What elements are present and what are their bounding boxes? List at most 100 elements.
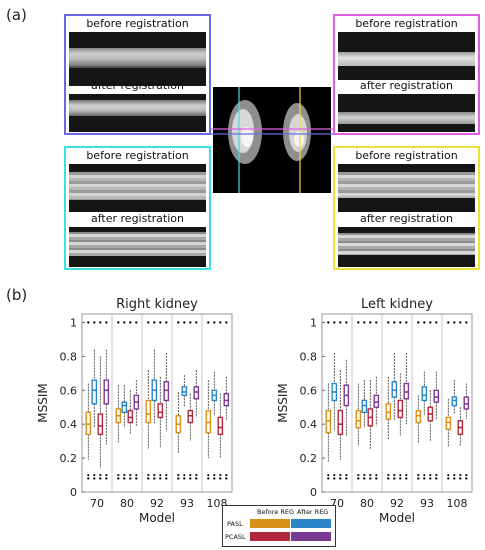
outlier-point [345, 321, 348, 324]
x-tick-label: 80 [360, 497, 374, 510]
after-registration-image [69, 94, 206, 132]
outlier-point [87, 473, 90, 477]
outlier-point [105, 477, 108, 480]
outlier-point [405, 473, 408, 477]
y-tick-label: 1 [310, 316, 317, 329]
outlier-point [219, 477, 222, 480]
outlier-point [435, 473, 438, 477]
box [193, 386, 200, 400]
outlier-point [345, 477, 348, 480]
outlier-point [129, 473, 132, 477]
before-registration-image [69, 32, 206, 86]
outlier-point [99, 477, 102, 480]
legend-col-before: Before REG [257, 508, 294, 516]
y-tick-label: 0.4 [300, 418, 318, 431]
outlier-point [207, 477, 210, 480]
after-registration-image [338, 94, 475, 132]
outlier-point [429, 473, 432, 477]
box [421, 386, 428, 402]
outlier-point [369, 473, 372, 477]
box [325, 409, 332, 434]
legend-swatch-pasl-after [291, 519, 331, 528]
outlier-point [135, 477, 138, 480]
outlier-point [435, 321, 438, 324]
x-tick-label: 70 [90, 497, 104, 510]
outlier-point [183, 477, 186, 480]
outlier-point [453, 477, 456, 480]
outlier-point [195, 477, 198, 480]
outlier-point [453, 321, 456, 324]
outlier-point [333, 321, 336, 324]
outlier-point [183, 321, 186, 324]
outlier-point [189, 473, 192, 477]
y-axis-label: MSSIM [36, 383, 50, 422]
outlier-point [165, 477, 168, 480]
legend-row-pasl: PASL [227, 520, 243, 528]
outlier-point [417, 473, 420, 477]
x-axis-label: Model [139, 511, 175, 522]
box [181, 386, 188, 397]
box [217, 416, 224, 436]
outlier-point [423, 477, 426, 480]
after-registration-image [69, 227, 206, 267]
outlier-point [147, 321, 150, 324]
chart-title: Left kidney [361, 297, 433, 312]
box [451, 396, 458, 407]
chart-title: Right kidney [116, 297, 198, 312]
outlier-point [135, 473, 138, 477]
outlier-point [177, 473, 180, 477]
outlier-point [459, 321, 462, 324]
outlier-point [213, 477, 216, 480]
outlier-point [339, 477, 342, 480]
outlier-point [99, 473, 102, 477]
box [187, 409, 194, 424]
outlier-point [165, 473, 168, 477]
outlier-point [189, 321, 192, 324]
outlier-point [87, 477, 90, 480]
outlier-point [405, 321, 408, 324]
legend-swatch-pcasl-before [250, 532, 290, 541]
before-registration-image [338, 164, 475, 212]
box [91, 379, 98, 405]
outlier-point [177, 321, 180, 324]
outlier-point [363, 321, 366, 324]
profile-connector-lines [211, 128, 333, 135]
box [433, 389, 440, 403]
outlier-point [387, 477, 390, 480]
y-tick-label: 0.2 [300, 452, 318, 465]
outlier-point [183, 473, 186, 477]
outlier-point [327, 321, 330, 324]
outlier-point [363, 473, 366, 477]
x-tick-label: 92 [390, 497, 404, 510]
x-tick-label: 80 [120, 497, 134, 510]
outlier-point [357, 473, 360, 477]
after-registration-image [338, 227, 475, 267]
legend-swatch-pasl-before [250, 519, 290, 528]
chart-legend: Before REG After REG PASL PCASL [222, 505, 336, 547]
outlier-point [387, 321, 390, 324]
outlier-point [399, 473, 402, 477]
outlier-point [105, 321, 108, 324]
outlier-point [213, 473, 216, 477]
outlier-point [429, 321, 432, 324]
outlier-point [429, 477, 432, 480]
outlier-point [123, 477, 126, 480]
outlier-point [129, 321, 132, 324]
kidney-mr-image-drawing [213, 87, 331, 193]
legend-swatch-pcasl-after [291, 532, 331, 541]
box [415, 409, 422, 424]
y-tick-label: 0.6 [300, 384, 318, 397]
box [103, 379, 110, 405]
outlier-point [399, 321, 402, 324]
outlier-point [423, 473, 426, 477]
box [397, 399, 404, 419]
outlier-point [327, 473, 330, 477]
box [355, 409, 362, 429]
outlier-point [333, 477, 336, 480]
panel-label-b: (b) [6, 286, 28, 304]
legend-row-pcasl: PCASL [225, 533, 246, 541]
outlier-point [147, 477, 150, 480]
outlier-point [339, 473, 342, 477]
